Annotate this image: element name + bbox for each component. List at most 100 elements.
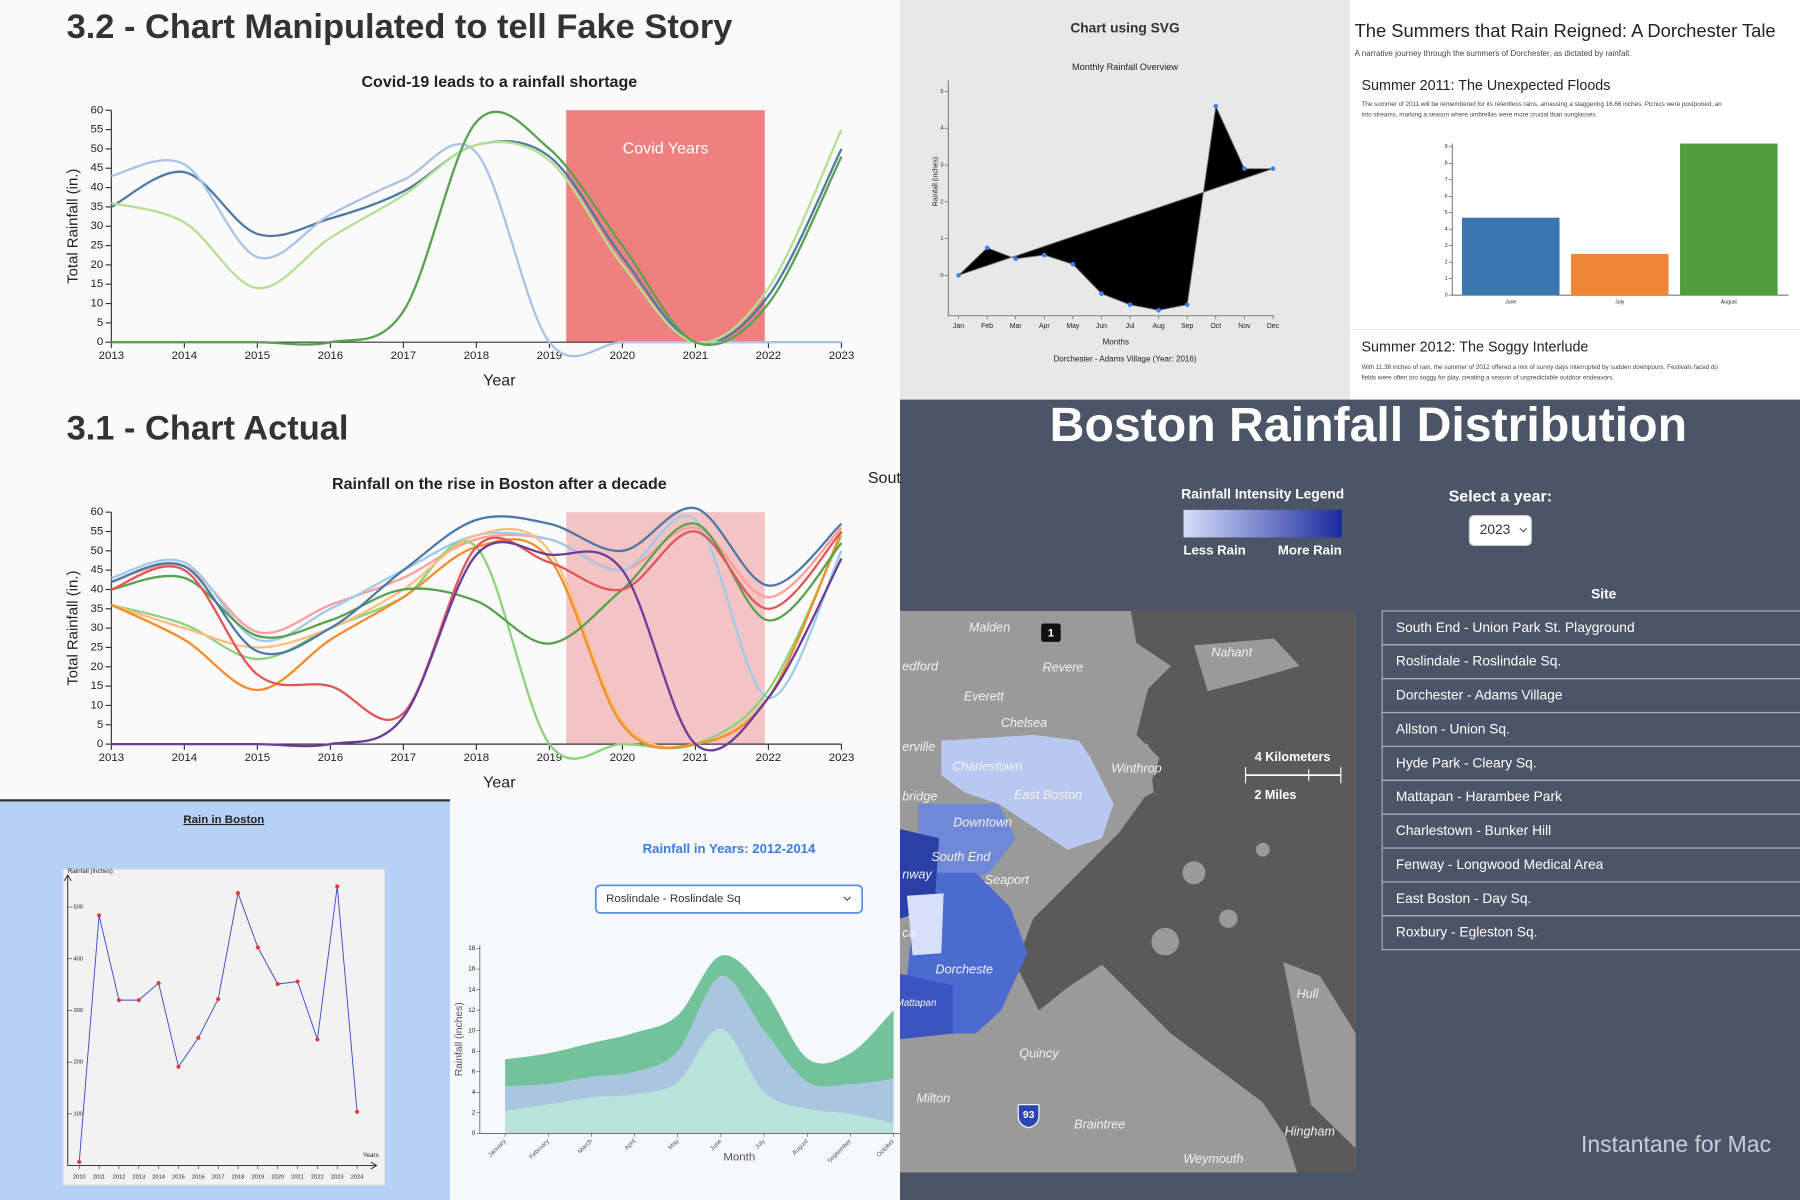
x-tick-label: 2018 bbox=[232, 1175, 245, 1181]
year-select[interactable] bbox=[1468, 515, 1532, 547]
y-axis-label: Rainfall (inches) bbox=[68, 868, 113, 875]
paragraph-line: With 11.38 inches of rain, the summer of… bbox=[1361, 364, 1718, 371]
scale-mi: 2 Miles bbox=[1254, 788, 1296, 802]
point bbox=[315, 1037, 320, 1042]
land bbox=[1102, 734, 1154, 804]
x-tick-label: August bbox=[1721, 299, 1738, 305]
y-tick-label: 5 bbox=[1445, 210, 1448, 216]
x-tick-label: 2023 bbox=[331, 1175, 344, 1181]
legend-title: Rainfall Intensity Legend bbox=[1181, 487, 1344, 502]
y-tick-label: 4 bbox=[472, 1089, 476, 1096]
x-tick-label: Aug bbox=[1153, 323, 1165, 330]
x-tick-label: 2017 bbox=[212, 1175, 225, 1181]
y-axis-label: Total Rainfall (in.) bbox=[64, 571, 81, 686]
chart-title: Covid-19 leads to a rainfall shortage bbox=[361, 73, 637, 91]
y-tick-label: 200 bbox=[73, 1060, 83, 1066]
x-tick-label: 2019 bbox=[251, 1175, 264, 1181]
y-tick-label: 1 bbox=[940, 236, 943, 242]
point bbox=[97, 913, 102, 918]
chart-title: Rainfall on the rise in Boston after a d… bbox=[332, 475, 667, 493]
area bbox=[505, 976, 894, 1124]
y-tick-label: 0 bbox=[97, 738, 103, 750]
point bbox=[984, 245, 990, 251]
x-tick-label: 2017 bbox=[391, 350, 417, 362]
y-tick-label: 0 bbox=[940, 273, 943, 279]
line bbox=[111, 514, 843, 699]
x-tick-label: 2017 bbox=[391, 752, 417, 764]
x-tick-label: 2015 bbox=[172, 1175, 185, 1181]
y-tick-label: 4 bbox=[1445, 227, 1448, 233]
y-tick-label: 45 bbox=[91, 162, 104, 174]
line bbox=[111, 129, 843, 344]
line bbox=[110, 531, 843, 750]
line bbox=[111, 534, 843, 760]
site-row[interactable] bbox=[1381, 915, 1800, 951]
line bbox=[111, 110, 843, 347]
x-axis-label: Years bbox=[363, 1152, 379, 1159]
highlight-label: Covid Years bbox=[623, 140, 709, 158]
panel-title: Boston Rainfall Distribution bbox=[1050, 398, 1687, 452]
map-label: Revere bbox=[1043, 661, 1084, 675]
line bbox=[111, 541, 843, 752]
heading: 3.1 - Chart Actual bbox=[67, 410, 349, 448]
scale-km: 4 Kilometers bbox=[1255, 750, 1331, 764]
site-name: East Boston - Day Sq. bbox=[1396, 891, 1531, 906]
neighborhood bbox=[906, 893, 944, 956]
y-tick-label: 12 bbox=[468, 1007, 476, 1014]
section-heading: Summer 2011: The Unexpected Floods bbox=[1361, 78, 1610, 94]
y-tick-label: 45 bbox=[91, 564, 104, 576]
site-name: Allston - Union Sq. bbox=[1396, 721, 1510, 736]
section-heading: Summer 2012: The Soggy Interlude bbox=[1361, 340, 1588, 356]
panel-bg bbox=[0, 0, 900, 801]
legend-high: More Rain bbox=[1278, 543, 1342, 558]
x-tick-label: 2022 bbox=[756, 350, 782, 362]
y-tick-label: 2 bbox=[472, 1110, 476, 1117]
chevron bbox=[843, 896, 852, 902]
map-label: Chelsea bbox=[1001, 716, 1047, 730]
land bbox=[1283, 962, 1356, 1149]
chart-subtitle: Monthly Rainfall Overview bbox=[1072, 62, 1178, 72]
point bbox=[355, 1109, 360, 1114]
site-header: Site bbox=[1591, 586, 1617, 601]
map-label: Milton bbox=[916, 1091, 950, 1105]
y-tick-label: 55 bbox=[91, 526, 104, 538]
y-axis-label: Total Rainfall (in.) bbox=[64, 169, 81, 284]
y-tick-label: 60 bbox=[91, 104, 104, 116]
map-label: edford bbox=[902, 660, 939, 674]
point bbox=[235, 891, 241, 896]
x-tick-label: Mar bbox=[1010, 323, 1023, 330]
x-tick-label: 2012 bbox=[113, 1175, 126, 1181]
map-label: Nahant bbox=[1211, 646, 1252, 660]
x-tick-label: 2011 bbox=[93, 1175, 105, 1181]
point bbox=[116, 998, 121, 1003]
x-tick-label: 2014 bbox=[172, 752, 198, 764]
highlight bbox=[566, 110, 765, 343]
x-axis-label: Months bbox=[1103, 337, 1129, 346]
point bbox=[1127, 302, 1133, 308]
point bbox=[1042, 252, 1047, 258]
chart-box bbox=[62, 868, 386, 1186]
point bbox=[216, 997, 221, 1002]
y-tick-label: 4 bbox=[940, 126, 944, 132]
panel-bg bbox=[900, 0, 1350, 400]
chevron bbox=[1519, 527, 1528, 533]
y-tick-label: 35 bbox=[91, 603, 104, 615]
line bbox=[111, 527, 843, 749]
site-name: Roslindale - Roslindale Sq. bbox=[1396, 654, 1561, 669]
y-tick-label: 1 bbox=[1445, 276, 1448, 282]
neighborhood bbox=[900, 973, 953, 1040]
arrow bbox=[63, 874, 378, 1170]
point bbox=[1013, 256, 1019, 262]
x-tick-label: 2020 bbox=[271, 1175, 284, 1181]
y-tick-label: 0 bbox=[472, 1130, 476, 1137]
watermark: Instantane for Mac bbox=[1581, 1131, 1771, 1157]
point bbox=[1070, 261, 1076, 267]
point bbox=[196, 1035, 201, 1040]
site-select[interactable] bbox=[594, 884, 863, 914]
y-tick-label: 5 bbox=[940, 89, 943, 95]
site-name: Roxbury - Egleston Sq. bbox=[1396, 925, 1538, 940]
site-name: Charlestown - Bunker Hill bbox=[1396, 823, 1551, 838]
y-tick-label: 10 bbox=[468, 1027, 476, 1034]
y-tick-label: 55 bbox=[91, 124, 104, 136]
